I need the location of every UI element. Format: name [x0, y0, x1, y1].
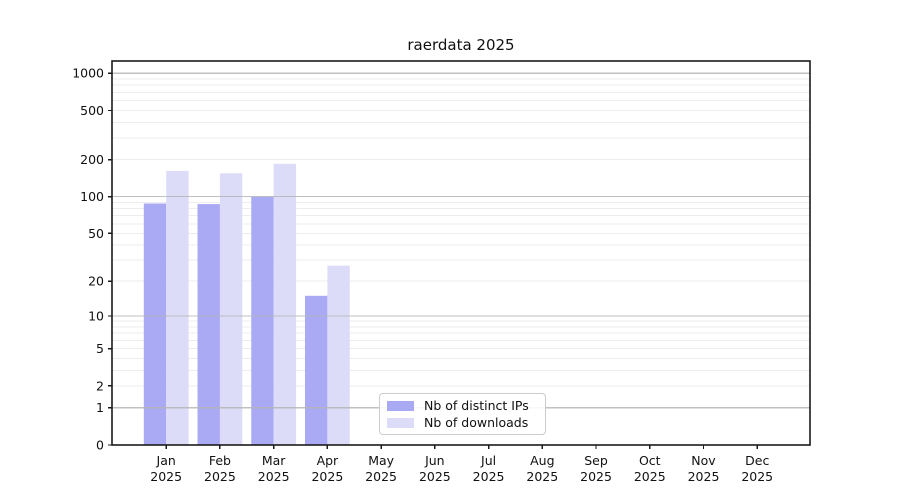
- x-tick-label-year: 2025: [526, 469, 558, 484]
- x-tick-label-year: 2025: [473, 469, 505, 484]
- x-tick-label-month: May: [368, 453, 394, 468]
- legend-label-downloads: Nb of downloads: [424, 415, 529, 430]
- x-tick-label-year: 2025: [204, 469, 236, 484]
- x-tick-label-year: 2025: [634, 469, 666, 484]
- legend: Nb of distinct IPs Nb of downloads: [379, 393, 546, 435]
- x-tick-label-month: Apr: [317, 453, 339, 468]
- y-tick-label: 1000: [72, 66, 104, 81]
- x-tick-label-month: Feb: [209, 453, 231, 468]
- bar-downloads-feb: [219, 173, 243, 446]
- y-tick-label: 5: [96, 341, 104, 356]
- x-tick-label-month: Oct: [639, 453, 661, 468]
- x-tick-label-year: 2025: [580, 469, 612, 484]
- x-tick-label-month: Aug: [530, 453, 554, 468]
- bar-distinct-ips-feb: [197, 204, 220, 445]
- legend-swatch-distinct-ips: [387, 400, 414, 411]
- x-tick-label-year: 2025: [311, 469, 343, 484]
- x-tick-label-year: 2025: [258, 469, 290, 484]
- legend-label-distinct-ips: Nb of distinct IPs: [424, 398, 529, 413]
- bar-downloads-jan: [166, 170, 189, 445]
- x-tick-label-month: Jul: [480, 453, 496, 468]
- y-tick-label: 100: [80, 189, 104, 204]
- bar-distinct-ips-apr: [304, 295, 328, 445]
- x-tick-label-year: 2025: [419, 469, 451, 484]
- y-tick-label: 20: [88, 274, 104, 289]
- y-tick-label: 200: [80, 152, 104, 167]
- x-tick-label-year: 2025: [150, 469, 182, 484]
- x-tick-label-year: 2025: [688, 469, 720, 484]
- x-tick-label-month: Mar: [262, 453, 286, 468]
- y-tick-label: 10: [88, 308, 104, 323]
- bar-distinct-ips-jan: [143, 203, 167, 445]
- legend-swatch-downloads: [387, 417, 414, 428]
- bar-downloads-apr: [327, 265, 350, 445]
- bar-distinct-ips-mar: [251, 196, 274, 445]
- legend-item-downloads: Nb of downloads: [387, 415, 539, 430]
- x-tick-label-year: 2025: [741, 469, 773, 484]
- y-tick-label: 1: [96, 400, 104, 415]
- y-tick-label: 500: [80, 103, 104, 118]
- axes-spines: [111, 60, 811, 446]
- y-tick-label: 0: [96, 438, 104, 453]
- chart-title: raerdata 2025: [407, 36, 515, 54]
- x-tick-label-year: 2025: [365, 469, 397, 484]
- bar-downloads-mar: [273, 163, 297, 445]
- x-tick-label-month: Dec: [745, 453, 769, 468]
- x-tick-label-month: Jan: [156, 453, 176, 468]
- x-tick-label-month: Sep: [584, 453, 608, 468]
- x-tick-label-month: Jun: [424, 453, 445, 468]
- y-tick-label: 2: [96, 378, 104, 393]
- y-tick-label: 50: [88, 226, 104, 241]
- legend-item-distinct-ips: Nb of distinct IPs: [387, 398, 539, 413]
- x-tick-label-month: Nov: [691, 453, 716, 468]
